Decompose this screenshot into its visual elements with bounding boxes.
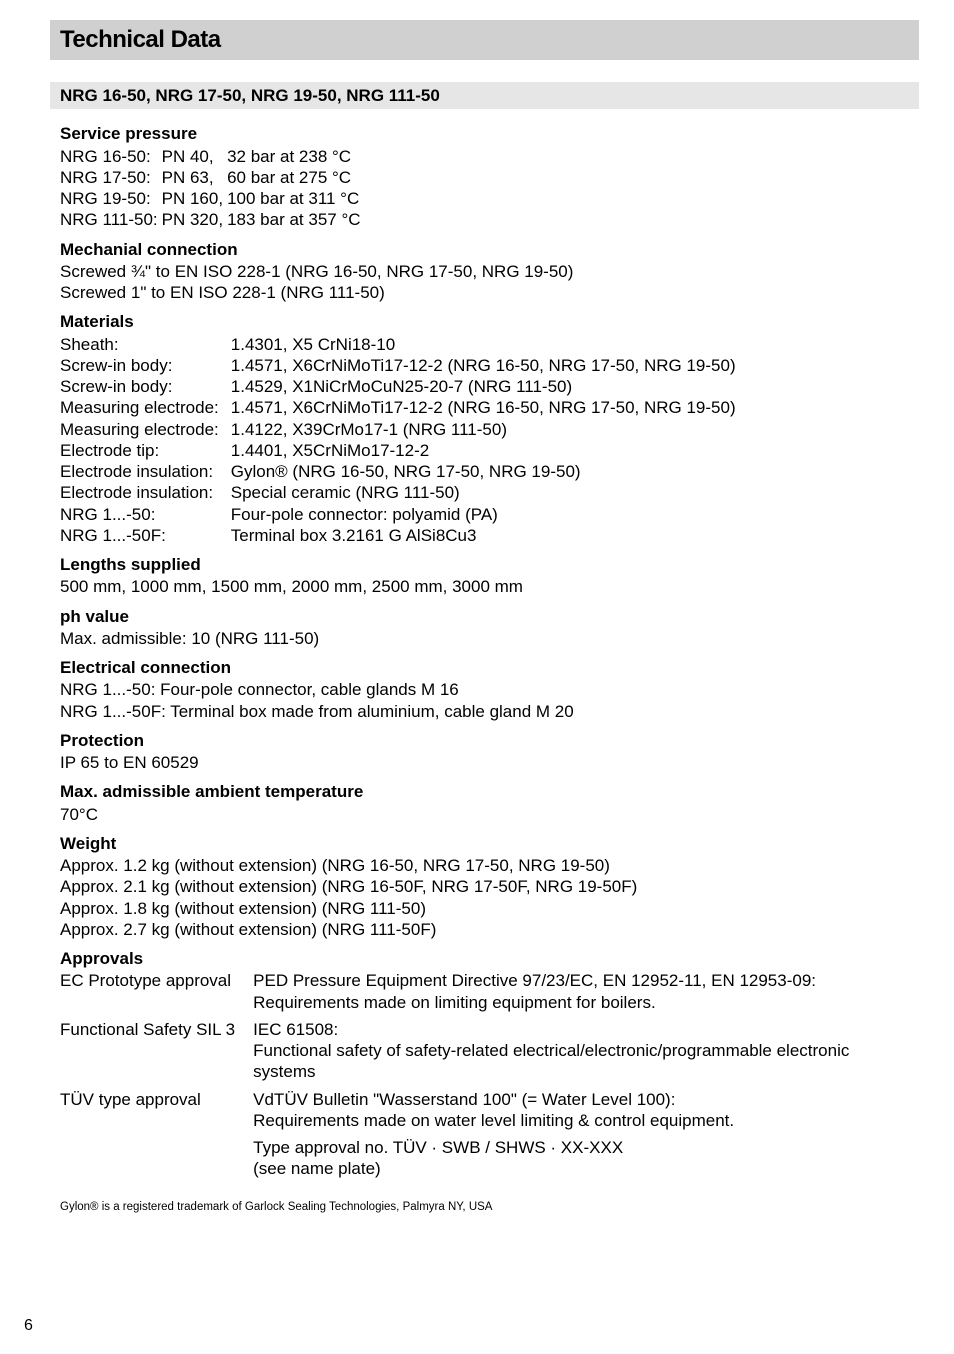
cell-val: Gylon® (NRG 16-50, NRG 17-50, NRG 19-50): [231, 461, 736, 482]
cell-val: 1.4529, X1NiCrMoCuN25-20-7 (NRG 111-50): [231, 376, 736, 397]
electrical-line: NRG 1...-50F: Terminal box made from alu…: [60, 701, 909, 722]
cell-val: Terminal box 3.2161 G AlSi8Cu3: [231, 525, 736, 546]
cell-key: [60, 1137, 253, 1186]
protection-label: Protection: [60, 730, 909, 751]
electrical-label: Electrical connection: [60, 657, 909, 678]
weight-line: Approx. 1.8 kg (without extension) (NRG …: [60, 898, 909, 919]
ph-block: ph value Max. admissible: 10 (NRG 111-50…: [60, 606, 909, 650]
cell-key: Sheath:: [60, 334, 231, 355]
table-row: NRG 16-50: PN 40, 32 bar at 238 °C: [60, 146, 365, 167]
cell: PN 40,: [162, 146, 227, 167]
cell: PN 320,: [162, 209, 227, 230]
cell: NRG 17-50:: [60, 167, 162, 188]
cell-val: PED Pressure Equipment Directive 97/23/E…: [253, 970, 909, 1019]
protection-block: Protection IP 65 to EN 60529: [60, 730, 909, 774]
table-row: NRG 1...-50:Four-pole connector: polyami…: [60, 504, 736, 525]
cell: NRG 111-50:: [60, 209, 162, 230]
cell-val: Type approval no. TÜV · SWB / SHWS · XX-…: [253, 1137, 909, 1186]
electrical-line: NRG 1...-50: Four-pole connector, cable …: [60, 679, 909, 700]
cell-val: 1.4571, X6CrNiMoTi17-12-2 (NRG 16-50, NR…: [231, 397, 736, 418]
table-row: NRG 111-50: PN 320, 183 bar at 357 °C: [60, 209, 365, 230]
section-title: Technical Data: [60, 25, 909, 55]
cell-key: EC Prototype approval: [60, 970, 253, 1019]
section-title-bar: Technical Data: [50, 20, 919, 60]
table-row: Screw-in body:1.4529, X1NiCrMoCuN25-20-7…: [60, 376, 736, 397]
table-row: Electrode insulation:Special ceramic (NR…: [60, 482, 736, 503]
lengths-block: Lengths supplied 500 mm, 1000 mm, 1500 m…: [60, 554, 909, 598]
cell-key: Electrode tip:: [60, 440, 231, 461]
materials-label: Materials: [60, 311, 909, 332]
weight-line: Approx. 2.7 kg (without extension) (NRG …: [60, 919, 909, 940]
lengths-text: 500 mm, 1000 mm, 1500 mm, 2000 mm, 2500 …: [60, 576, 909, 597]
cell: NRG 16-50:: [60, 146, 162, 167]
cell-key: Electrode insulation:: [60, 482, 231, 503]
cell-val: 1.4122, X39CrMo17-1 (NRG 111-50): [231, 419, 736, 440]
cell: NRG 19-50:: [60, 188, 162, 209]
lengths-label: Lengths supplied: [60, 554, 909, 575]
approvals-block: Approvals EC Prototype approvalPED Press…: [60, 948, 909, 1186]
maxtemp-block: Max. admissible ambient temperature 70°C: [60, 781, 909, 825]
service-pressure-label: Service pressure: [60, 123, 909, 144]
weight-label: Weight: [60, 833, 909, 854]
electrical-block: Electrical connection NRG 1...-50: Four-…: [60, 657, 909, 722]
table-row: Type approval no. TÜV · SWB / SHWS · XX-…: [60, 1137, 909, 1186]
protection-text: IP 65 to EN 60529: [60, 752, 909, 773]
cell-key: Functional Safety SIL 3: [60, 1019, 253, 1089]
table-row: TÜV type approvalVdTÜV Bulletin "Wassers…: [60, 1089, 909, 1138]
cell-val: 1.4571, X6CrNiMoTi17-12-2 (NRG 16-50, NR…: [231, 355, 736, 376]
table-row: Screw-in body:1.4571, X6CrNiMoTi17-12-2 …: [60, 355, 736, 376]
cell: 32 bar at 238 °C: [227, 146, 364, 167]
service-pressure-block: Service pressure NRG 16-50: PN 40, 32 ba…: [60, 123, 909, 230]
table-row: NRG 19-50: PN 160, 100 bar at 311 °C: [60, 188, 365, 209]
cell-val: Special ceramic (NRG 111-50): [231, 482, 736, 503]
maxtemp-text: 70°C: [60, 804, 909, 825]
table-row: Electrode insulation:Gylon® (NRG 16-50, …: [60, 461, 736, 482]
cell: PN 160,: [162, 188, 227, 209]
cell: 100 bar at 311 °C: [227, 188, 364, 209]
cell-val: VdTÜV Bulletin "Wasserstand 100" (= Wate…: [253, 1089, 909, 1138]
subsection-title: NRG 16-50, NRG 17-50, NRG 19-50, NRG 111…: [60, 85, 909, 106]
weight-block: Weight Approx. 1.2 kg (without extension…: [60, 833, 909, 940]
cell-key: NRG 1...-50F:: [60, 525, 231, 546]
table-row: NRG 17-50: PN 63, 60 bar at 275 °C: [60, 167, 365, 188]
mechanial-block: Mechanial connection Screwed ¾" to EN IS…: [60, 239, 909, 304]
page-number: 6: [24, 1316, 33, 1336]
cell-val: Four-pole connector: polyamid (PA): [231, 504, 736, 525]
mechanial-label: Mechanial connection: [60, 239, 909, 260]
table-row: Sheath:1.4301, X5 CrNi18-10: [60, 334, 736, 355]
weight-line: Approx. 2.1 kg (without extension) (NRG …: [60, 876, 909, 897]
ph-text: Max. admissible: 10 (NRG 111-50): [60, 628, 909, 649]
cell-key: Screw-in body:: [60, 355, 231, 376]
cell-val: IEC 61508:Functional safety of safety-re…: [253, 1019, 909, 1089]
materials-block: Materials Sheath:1.4301, X5 CrNi18-10Scr…: [60, 311, 909, 546]
service-pressure-table: NRG 16-50: PN 40, 32 bar at 238 °C NRG 1…: [60, 146, 365, 231]
cell-key: Measuring electrode:: [60, 397, 231, 418]
approvals-table: EC Prototype approvalPED Pressure Equipm…: [60, 970, 909, 1185]
cell: PN 63,: [162, 167, 227, 188]
footnote: Gylon® is a registered trademark of Garl…: [60, 1200, 909, 1214]
cell-key: Measuring electrode:: [60, 419, 231, 440]
ph-label: ph value: [60, 606, 909, 627]
table-row: Functional Safety SIL 3IEC 61508:Functio…: [60, 1019, 909, 1089]
table-row: NRG 1...-50F:Terminal box 3.2161 G AlSi8…: [60, 525, 736, 546]
cell-val: 1.4301, X5 CrNi18-10: [231, 334, 736, 355]
table-row: Electrode tip:1.4401, X5CrNiMo17-12-2: [60, 440, 736, 461]
materials-table: Sheath:1.4301, X5 CrNi18-10Screw-in body…: [60, 334, 736, 547]
cell: 183 bar at 357 °C: [227, 209, 364, 230]
table-row: EC Prototype approvalPED Pressure Equipm…: [60, 970, 909, 1019]
cell-key: TÜV type approval: [60, 1089, 253, 1138]
table-row: Measuring electrode:1.4122, X39CrMo17-1 …: [60, 419, 736, 440]
table-row: Measuring electrode:1.4571, X6CrNiMoTi17…: [60, 397, 736, 418]
cell-val: 1.4401, X5CrNiMo17-12-2: [231, 440, 736, 461]
approvals-label: Approvals: [60, 948, 909, 969]
cell-key: Electrode insulation:: [60, 461, 231, 482]
cell: 60 bar at 275 °C: [227, 167, 364, 188]
mechanial-line: Screwed 1" to EN ISO 228-1 (NRG 111-50): [60, 282, 909, 303]
cell-key: NRG 1...-50:: [60, 504, 231, 525]
subsection-title-bar: NRG 16-50, NRG 17-50, NRG 19-50, NRG 111…: [50, 82, 919, 109]
cell-key: Screw-in body:: [60, 376, 231, 397]
weight-line: Approx. 1.2 kg (without extension) (NRG …: [60, 855, 909, 876]
maxtemp-label: Max. admissible ambient temperature: [60, 781, 909, 802]
mechanial-line: Screwed ¾" to EN ISO 228-1 (NRG 16-50, N…: [60, 261, 909, 282]
